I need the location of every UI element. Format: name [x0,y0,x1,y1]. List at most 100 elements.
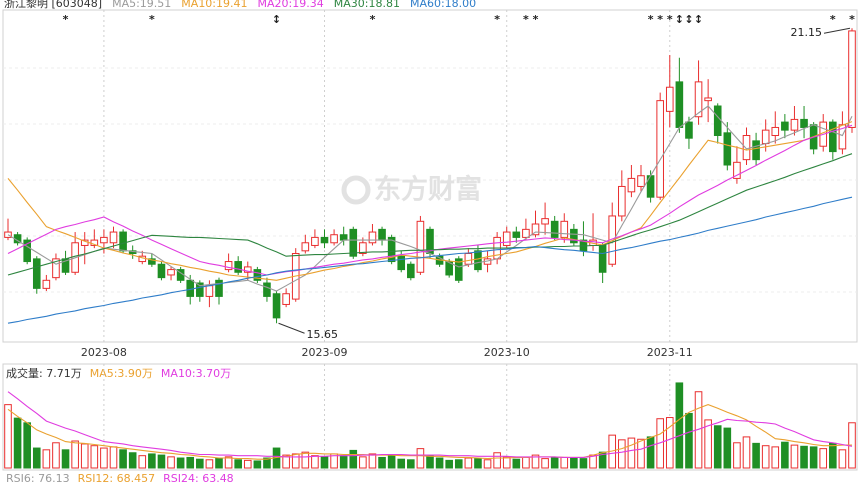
volume-bar [4,404,12,469]
candle-body [282,293,290,305]
event-marker: * [830,13,836,26]
volume-bar [378,456,386,469]
candle-body [368,231,377,244]
event-marker: * [523,13,529,26]
volume-bar [733,442,741,469]
volume-bar [474,458,482,469]
volume-bar [109,446,118,469]
candle-body [704,97,712,102]
ma-line [7,391,853,458]
volume-bar [560,456,569,469]
volume-bar [704,419,712,469]
candle-body [330,234,338,244]
legend-entry: MA10:19.41 [181,0,247,10]
candle-body [771,126,780,137]
volume-bar [234,459,242,469]
indicator: RSI12: 68.457 [78,472,156,482]
watermark-logo [341,175,371,205]
volume-bar [665,417,674,469]
watermark-text: 东方财富 [374,174,482,206]
event-marker: ↕ [272,13,281,26]
volume-bars [4,382,856,469]
ma-line [7,105,853,292]
candle-body [560,220,569,238]
candle-body [800,118,808,128]
annotation-arrow [278,322,305,334]
volume-bar [157,454,166,469]
volume-bar [550,457,559,469]
candle-body [301,242,310,252]
candle-body [397,255,406,271]
event-marker: * [657,13,663,26]
volume-bar [224,456,233,469]
ma-line [7,404,852,460]
candle-body [464,253,473,265]
volume-bar [646,436,655,469]
annotation-arrow [823,27,851,34]
candle-body [109,231,118,244]
candle-body [675,81,684,128]
volume-bar [771,446,780,469]
candle-body [215,279,223,297]
volume-bar [541,458,549,469]
volume-bar [215,457,223,469]
price-panel-frame [2,9,858,343]
candle-body [100,236,108,244]
volume-bar [387,454,396,469]
candle-body [570,228,578,244]
volume-bar [618,439,626,469]
volume-bar [800,445,808,469]
candle-body [522,228,530,238]
candle-body [502,231,511,246]
candle-body [598,244,607,273]
candle-body [790,118,799,131]
candle-body [454,258,463,281]
legend-entry: MA60:18.00 [410,0,476,10]
indicator: RSI24: 63.48 [163,472,234,482]
event-marker: * [533,13,539,26]
volume-bar [52,442,60,469]
volume-bar [512,458,521,469]
candle-body [723,132,732,166]
volume-bar [23,422,31,469]
candle-body [742,135,751,161]
volume-bar [752,442,760,469]
candle-body [32,258,41,289]
volume-bar [80,443,89,469]
event-marker: ↕ [675,13,684,26]
volume-bar [761,445,770,469]
ma-line [7,121,853,281]
volume-bar [205,459,214,469]
volume-bar [291,453,300,469]
candle-body [148,258,156,265]
volume-bar [368,453,377,469]
volume-bar [196,458,204,469]
candle-body [752,140,760,161]
candle-body [167,269,175,276]
volume-bar [407,459,415,469]
candle-body [243,266,252,273]
volume-panel-frame [2,363,858,471]
volume-bar [522,456,530,469]
volume-bar [819,448,828,469]
candle-body [694,81,703,118]
candle-body [339,234,348,241]
x-tick-label: 2023-11 [647,346,693,359]
ma-line [7,153,853,276]
candle-body [320,236,329,244]
price-header: 浙江黎明 [603048] MA5:19.51 MA10:19.41 MA20:19… [4,0,476,10]
volume-bar [435,457,444,469]
volume-bar [311,455,319,469]
legend-entry: MA30:18.81 [334,0,400,10]
candle-body [205,285,214,297]
candle-body [512,231,521,238]
volume-bar [713,425,722,469]
volume-bar [838,449,847,469]
event-marker: * [849,13,855,26]
event-marker: * [370,13,376,26]
volume-bar [90,445,99,469]
candle-body [541,218,549,225]
candle-body [637,175,645,187]
